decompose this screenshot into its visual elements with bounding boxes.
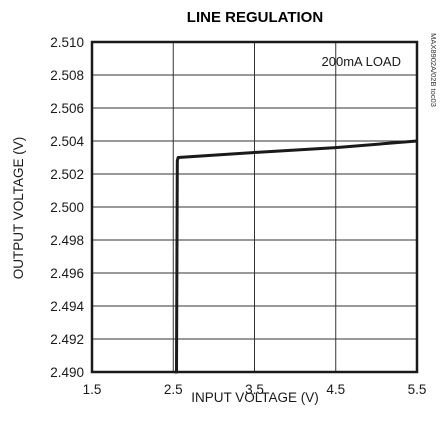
plot-frame xyxy=(90,40,419,374)
y-tick-label: 2.494 xyxy=(50,299,84,314)
chart-title: LINE REGULATION xyxy=(187,9,323,26)
y-tick-label: 2.510 xyxy=(50,35,84,50)
x-tick-label: 1.5 xyxy=(83,382,102,397)
series-line xyxy=(174,139,418,374)
figure-tag: MAX8902A/02B toc03 xyxy=(429,33,438,107)
x-tick-label: 4.5 xyxy=(326,382,345,397)
y-tick-label: 2.506 xyxy=(50,101,84,116)
y-axis-title: OUTPUT VOLTAGE (V) xyxy=(11,137,26,280)
x-tick-labels: 1.5 2.5 3.5 4.5 5.5 xyxy=(83,382,427,397)
x-tick-label: 5.5 xyxy=(408,382,427,397)
x-axis-title: INPUT VOLTAGE (V) xyxy=(191,390,319,405)
y-tick-label: 2.490 xyxy=(50,365,84,380)
y-tick-labels: 2.490 2.492 2.494 2.496 2.498 2.500 2.502 2.504… xyxy=(50,35,84,380)
x-tick-label: 3.5 xyxy=(245,382,264,397)
y-tick-label: 2.496 xyxy=(50,266,84,281)
y-tick-label: 2.498 xyxy=(50,233,84,248)
load-annotation: 200mA LOAD xyxy=(322,54,402,69)
y-tick-label: 2.504 xyxy=(50,134,84,149)
y-tick-label: 2.492 xyxy=(50,332,84,347)
grid xyxy=(92,42,417,372)
y-tick-label: 2.508 xyxy=(50,68,84,83)
x-tick-label: 2.5 xyxy=(164,382,183,397)
y-tick-label: 2.502 xyxy=(50,167,84,182)
series-layer xyxy=(174,139,418,374)
y-tick-label: 2.500 xyxy=(50,200,84,215)
